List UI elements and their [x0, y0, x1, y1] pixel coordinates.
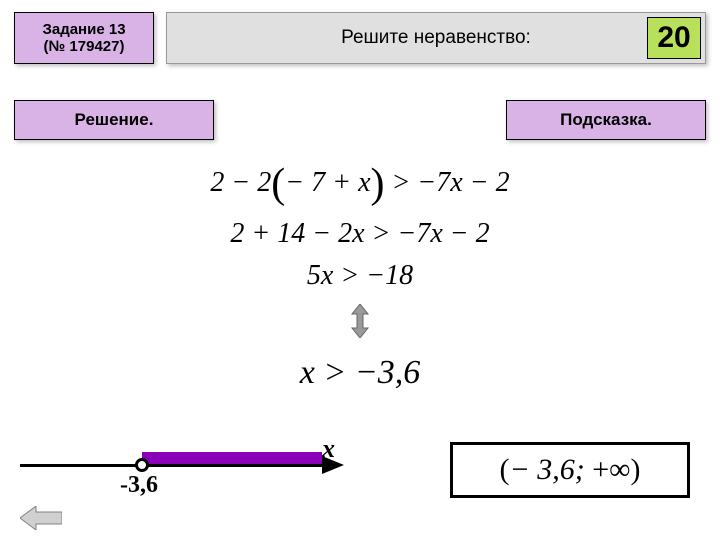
prompt-text: Решите неравенство:: [341, 27, 531, 49]
score-value: 20: [657, 21, 690, 55]
solution-button[interactable]: Решение.: [14, 100, 214, 140]
task-id-box: Задание 13 (№ 179427): [14, 12, 154, 64]
number-line: -3,6 x: [20, 440, 350, 510]
task-line2: (№ 179427): [44, 38, 125, 55]
solution-label: Решение.: [75, 110, 154, 130]
score-box: 20: [647, 17, 701, 59]
back-button[interactable]: [20, 506, 62, 530]
hint-label: Подсказка.: [560, 110, 652, 130]
task-line1: Задание 13: [42, 21, 125, 38]
math-step-1: 2 − 2(− 7 + x) > −7x − 2: [0, 160, 720, 208]
math-steps: 2 − 2(− 7 + x) > −7x − 2 2 + 14 − 2x > −…: [0, 152, 720, 392]
updown-arrow-icon: [0, 304, 720, 338]
hint-button[interactable]: Подсказка.: [506, 100, 706, 140]
math-step-2: 2 + 14 − 2x > −7x − 2: [0, 218, 720, 250]
prompt-box: Решите неравенство: 20: [166, 12, 706, 64]
axis-variable: x: [322, 434, 335, 464]
math-step-4: x > −3,6: [0, 354, 720, 392]
math-step-3: 5x > −18: [0, 260, 720, 292]
open-point-icon: [135, 458, 149, 472]
point-label: -3,6: [120, 472, 158, 499]
axis-line: [20, 464, 330, 467]
answer-box: (− 3,6; +∞): [450, 442, 690, 498]
